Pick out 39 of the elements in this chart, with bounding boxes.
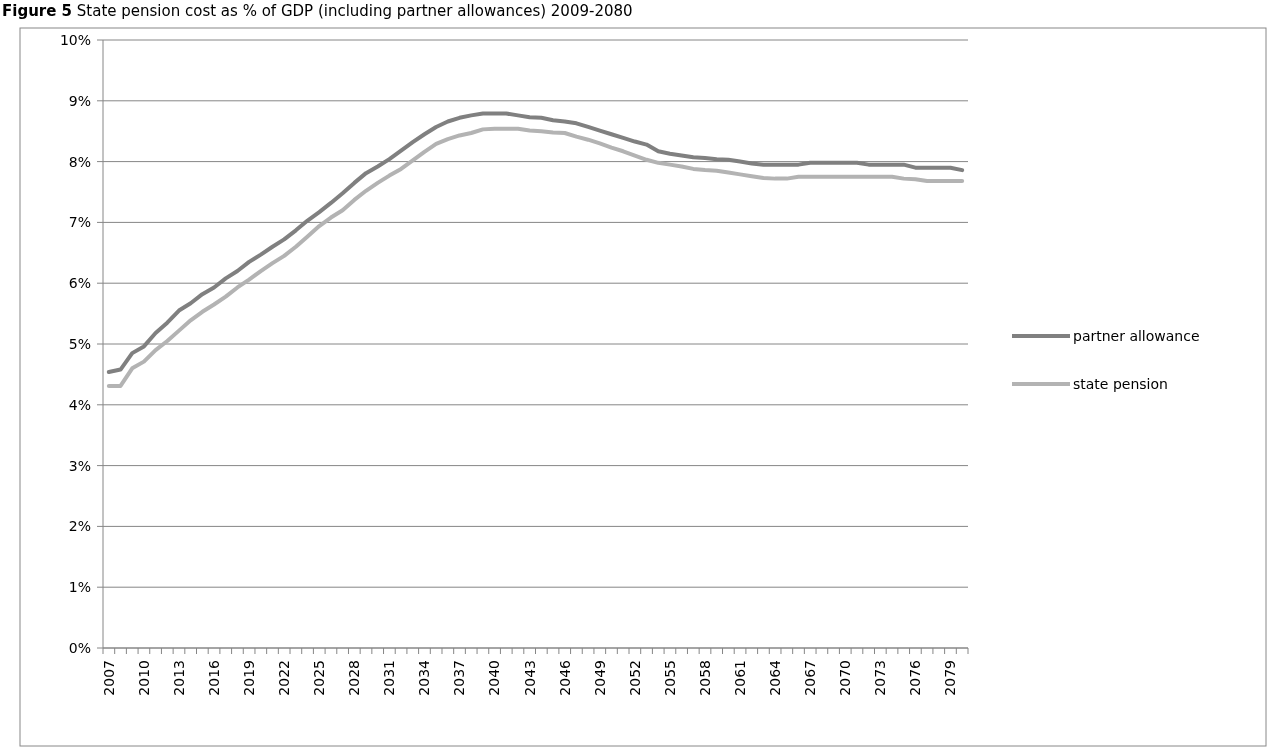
x-tick-label: 2043 bbox=[521, 660, 538, 696]
y-tick-label: 1% bbox=[68, 579, 91, 596]
x-tick-label: 2007 bbox=[100, 660, 117, 696]
x-tick-label: 2076 bbox=[907, 659, 924, 696]
y-tick-label: 3% bbox=[68, 457, 91, 474]
x-tick-label: 2064 bbox=[767, 659, 784, 696]
x-tick-label: 2067 bbox=[802, 660, 819, 696]
y-tick-label: 8% bbox=[68, 153, 91, 170]
y-tick-label: 4% bbox=[68, 396, 91, 413]
x-tick-label: 2055 bbox=[661, 660, 678, 696]
x-tick-label: 2070 bbox=[837, 660, 854, 696]
x-tick-label: 2028 bbox=[346, 660, 363, 696]
x-tick-label: 2025 bbox=[311, 660, 328, 696]
legend-label: partner allowance bbox=[1073, 327, 1200, 344]
x-tick-label: 2013 bbox=[170, 660, 187, 696]
x-tick-label: 2016 bbox=[205, 659, 222, 696]
x-tick-label: 2061 bbox=[731, 660, 748, 696]
y-tick-label: 6% bbox=[68, 275, 91, 292]
x-tick-label: 2031 bbox=[381, 660, 398, 696]
x-tick-label: 2058 bbox=[696, 660, 713, 696]
x-tick-label: 2022 bbox=[276, 660, 293, 696]
x-tick-label: 2010 bbox=[135, 660, 152, 696]
x-tick-label: 2019 bbox=[241, 660, 258, 696]
x-tick-label: 2073 bbox=[872, 660, 889, 696]
x-tick-label: 2037 bbox=[451, 660, 468, 696]
y-tick-label: 2% bbox=[68, 518, 91, 535]
chart-title: Figure 5 State pension cost as % of GDP (including partner allowances) 2009-2080 bbox=[2, 2, 633, 20]
x-tick-label: 2079 bbox=[942, 660, 959, 696]
y-tick-label: 9% bbox=[68, 92, 91, 109]
x-tick-label: 2049 bbox=[591, 660, 608, 696]
y-tick-label: 5% bbox=[68, 335, 91, 352]
x-tick-label: 2052 bbox=[626, 660, 643, 696]
x-tick-label: 2040 bbox=[486, 660, 503, 696]
x-tick-label: 2034 bbox=[416, 659, 433, 696]
y-tick-label: 7% bbox=[68, 214, 91, 231]
y-tick-label: 0% bbox=[68, 639, 91, 656]
x-tick-label: 2046 bbox=[556, 659, 573, 696]
legend-label: state pension bbox=[1073, 375, 1168, 392]
y-tick-label: 10% bbox=[59, 31, 91, 48]
